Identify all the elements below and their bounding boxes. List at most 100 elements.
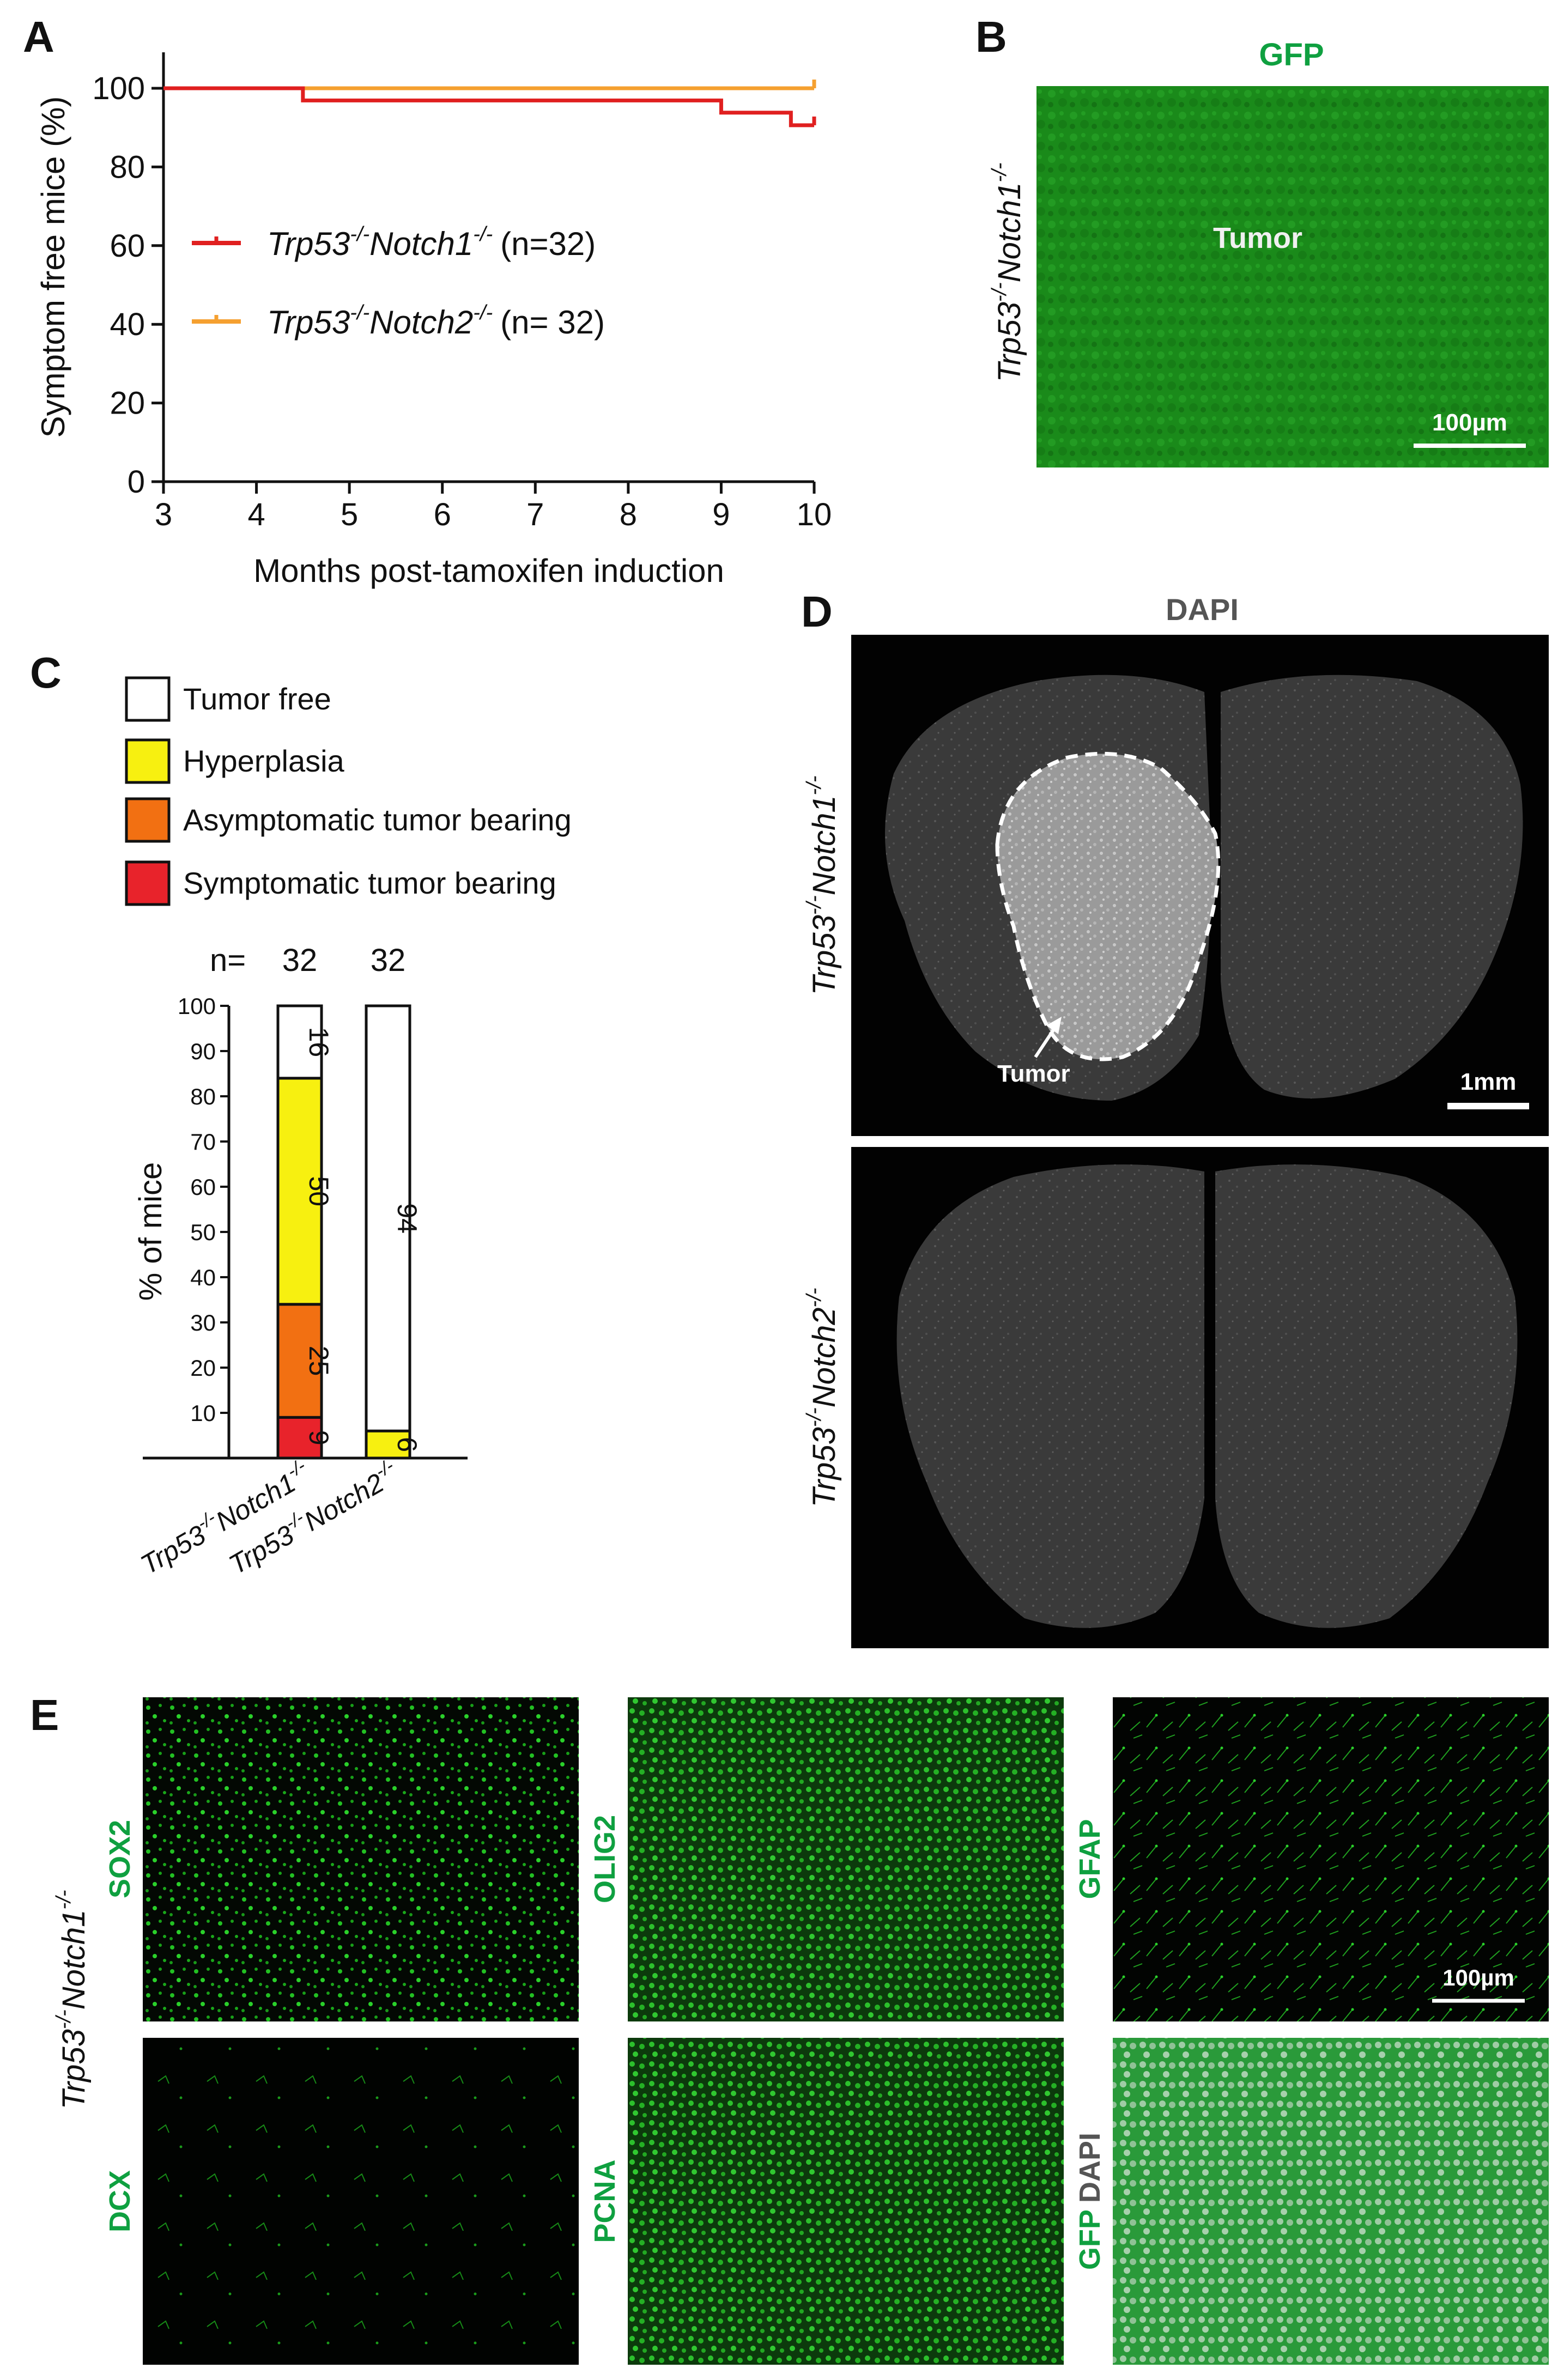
panel-d-scale-label: 1mm bbox=[1460, 1068, 1517, 1095]
panel-a-x-tick-label: 5 bbox=[341, 497, 358, 532]
legend-label-asymptomatic: Asymptomatic tumor bearing bbox=[183, 803, 572, 837]
brain-left-hemisphere-2 bbox=[896, 1164, 1204, 1628]
panel-a-y-tick-label: 0 bbox=[128, 464, 145, 500]
bar-segment-cat1-series3 bbox=[365, 1004, 411, 1432]
panel-a-y-tick-label: 40 bbox=[110, 307, 145, 342]
bar-segment-label-cat1-series2: 6 bbox=[392, 1437, 422, 1452]
panel-c-n-label: n= bbox=[210, 943, 246, 978]
bar-segment-cat0-series3 bbox=[276, 1004, 323, 1080]
panel-e-olig2-label: OLIG2 bbox=[589, 1815, 621, 1903]
panel-c-y-tick-label: 80 bbox=[190, 1084, 216, 1109]
panel-a-x-tick-label: 3 bbox=[155, 497, 172, 532]
panel-a-legend: Trp53-/-Notch1-/- (n=32) Trp53-/-Notch2-/… bbox=[192, 223, 605, 341]
panel-e-pcna-micrograph bbox=[628, 2038, 1064, 2365]
panel-a-series bbox=[163, 80, 816, 127]
panel-a-survival-chart: 0 20 40 60 80 100 3 4 5 6 7 8 9 10 Symptom free mice… bbox=[35, 52, 832, 589]
legend-label-tumor-free: Tumor free bbox=[183, 682, 331, 716]
legend-label-notch2: Trp53-/-Notch2-/- (n= 32) bbox=[267, 301, 605, 341]
panel-e-pcna-image: PCNA bbox=[589, 2038, 1064, 2365]
panel-c-y-tick-label: 20 bbox=[190, 1355, 216, 1381]
panel-e-merge-micrograph bbox=[1113, 2038, 1549, 2365]
panel-a-x-ticks: 3 4 5 6 7 8 9 10 bbox=[155, 482, 832, 532]
panel-d-stain-label: DAPI bbox=[1166, 592, 1239, 627]
legend-swatch-symptomatic bbox=[125, 860, 171, 906]
panel-b-stain-label: GFP bbox=[1259, 37, 1324, 72]
legend-item-notch2: Trp53-/-Notch2-/- (n= 32) bbox=[192, 301, 605, 341]
panel-letter-b: B bbox=[975, 13, 1007, 61]
panel-e-sox2-image: SOX2 bbox=[104, 1697, 579, 2021]
panel-e-dcx-label: DCX bbox=[104, 2170, 136, 2232]
panel-a-y-axis-label: Symptom free mice (%) bbox=[35, 96, 71, 438]
tumor-arrowhead bbox=[1046, 1017, 1062, 1034]
panel-e-merge-image: GFPDAPI bbox=[1074, 2038, 1549, 2365]
panel-letter-a: A bbox=[23, 13, 54, 61]
panel-c-y-tick-label: 30 bbox=[190, 1310, 216, 1335]
panel-b-scale-label: 100µm bbox=[1432, 409, 1507, 436]
panel-e-pcna-label: PCNA bbox=[589, 2159, 621, 2243]
panel-e-row-label: Trp53-/-Notch1-/- bbox=[52, 1890, 92, 2110]
panel-a-y-tick-label: 20 bbox=[110, 386, 145, 421]
panel-e-sox2-label: SOX2 bbox=[104, 1820, 136, 1898]
panel-a-x-tick-label: 9 bbox=[712, 497, 730, 532]
bar-segment-label-cat1-series3: 94 bbox=[392, 1203, 422, 1234]
panel-c-y-axis-label: % of mice bbox=[133, 1162, 168, 1301]
panel-c-y-tick-label: 70 bbox=[190, 1129, 216, 1155]
panel-d-tumor-label: Tumor bbox=[997, 1060, 1070, 1087]
panel-a-x-tick-label: 6 bbox=[434, 497, 451, 532]
legend-swatch-tumor-free bbox=[125, 676, 171, 722]
panel-e-scale-label: 100µm bbox=[1442, 1965, 1514, 1990]
panel-c-y-tick-label: 50 bbox=[190, 1219, 216, 1245]
bar-segment-cat0-series2 bbox=[276, 1077, 323, 1306]
panel-a-y-tick-label: 60 bbox=[110, 228, 145, 264]
legend-label-symptomatic: Symptomatic tumor bearing bbox=[183, 866, 556, 900]
panel-c-n-notch2: 32 bbox=[371, 943, 406, 978]
legend-label-notch1: Trp53-/-Notch1-/- (n=32) bbox=[267, 223, 596, 262]
panel-a-x-tick-label: 8 bbox=[620, 497, 637, 532]
panel-letter-e: E bbox=[30, 1691, 59, 1739]
panel-c-y-tick-label: 10 bbox=[190, 1400, 216, 1426]
panel-b-row-label: Trp53-/-Notch1-/- bbox=[988, 163, 1027, 382]
panel-c-n-notch1: 32 bbox=[282, 943, 318, 978]
panel-a-x-tick-label: 7 bbox=[526, 497, 544, 532]
survival-line-series-0 bbox=[163, 86, 814, 127]
panel-a-x-tick-label: 4 bbox=[247, 497, 265, 532]
panel-e-dcx-micrograph bbox=[143, 2038, 579, 2365]
panel-a-x-tick-label: 10 bbox=[797, 497, 832, 532]
panel-b-micrograph bbox=[1036, 86, 1549, 467]
legend-label-hyperplasia: Hyperplasia bbox=[183, 744, 345, 778]
panel-c-y-tick-label: 100 bbox=[178, 993, 216, 1019]
legend-item-notch1: Trp53-/-Notch1-/- (n=32) bbox=[192, 223, 596, 262]
legend-swatch-hyperplasia bbox=[125, 738, 171, 784]
panel-e-olig2-micrograph bbox=[628, 1697, 1064, 2021]
panel-c-y-tick-label: 40 bbox=[190, 1265, 216, 1290]
panel-c-y-tick-label: 90 bbox=[190, 1039, 216, 1064]
panel-b-gfp-image: Tumor 100µm bbox=[1036, 86, 1549, 467]
panel-a-y-tick-label: 100 bbox=[92, 71, 145, 106]
brain-right-hemisphere-2 bbox=[1215, 1164, 1518, 1628]
panel-d-image-notch2 bbox=[851, 1147, 1549, 1648]
tumor-outline bbox=[995, 751, 1221, 1061]
bar-segment-label-cat0-series3: 16 bbox=[304, 1027, 334, 1058]
bar-segment-label-cat0-series0: 9 bbox=[304, 1430, 334, 1446]
panel-b-tumor-label: Tumor bbox=[1213, 222, 1302, 254]
panel-a-y-ticks: 0 20 40 60 80 100 bbox=[92, 71, 163, 500]
panel-e-olig2-image: OLIG2 bbox=[589, 1697, 1064, 2021]
panel-e-gfap-micrograph bbox=[1113, 1697, 1549, 2021]
panel-letter-d: D bbox=[801, 587, 833, 636]
panel-a-y-tick-label: 80 bbox=[110, 149, 145, 185]
brain-right-hemisphere bbox=[1221, 675, 1523, 1098]
panel-e-dcx-image: DCX bbox=[104, 2038, 579, 2365]
panel-e-gfap-label: GFAP bbox=[1074, 1819, 1106, 1899]
tumor-region bbox=[997, 754, 1219, 1059]
panel-d-row-label-notch1: Trp53-/-Notch1-/- bbox=[803, 776, 842, 995]
panel-letter-c: C bbox=[30, 648, 62, 697]
panel-e-sox2-micrograph bbox=[143, 1697, 579, 2021]
bar-segment-label-cat0-series2: 50 bbox=[304, 1176, 334, 1206]
panel-d-image-notch1: Tumor 1mm bbox=[851, 635, 1549, 1136]
bar-segment-label-cat0-series1: 25 bbox=[304, 1346, 334, 1376]
panel-c-legend: Tumor free Hyperplasia Asymptomatic tumo… bbox=[125, 676, 572, 906]
bar-segment-cat0-series1 bbox=[276, 1303, 323, 1419]
panel-c-bars: 9 25 50 16 6 94 bbox=[276, 1004, 422, 1460]
panel-c-y-tick-label: 60 bbox=[190, 1174, 216, 1200]
